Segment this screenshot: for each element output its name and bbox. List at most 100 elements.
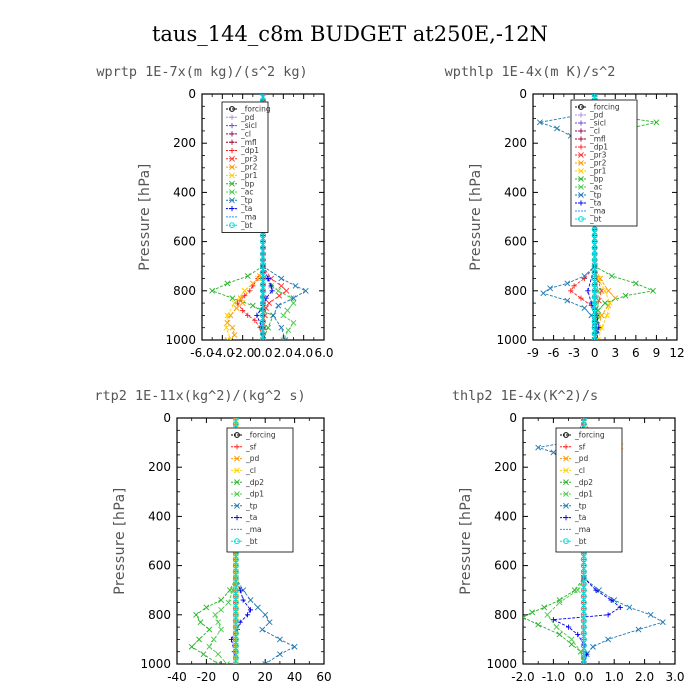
panel-2-legend-marker-point: [578, 168, 584, 174]
panel-3-legend-label: _bt: [245, 537, 258, 546]
panel-1-series-bp-point: [209, 287, 216, 294]
panel-2-legend-label: _ta: [589, 199, 601, 208]
panel-3-series-bt-point: [232, 593, 239, 600]
panel-3-series-bt-point: [232, 624, 239, 630]
panel-2-series-tp-point: [536, 119, 543, 126]
panel-3-series-bt-point: [232, 575, 239, 581]
panel-4-series-dp1-point: [556, 599, 563, 606]
panel-1-legend-marker-point: [229, 123, 235, 129]
panel-1-series-bt-point: [260, 94, 266, 97]
panel-1-legend-marker-point: [229, 189, 235, 195]
panel-2-legend-label: _bp: [589, 175, 604, 184]
panel-1-series-tp-point: [282, 337, 289, 340]
panel-3-series-dp1-point: [218, 606, 225, 613]
panel-1-series-ta-point: [268, 283, 274, 289]
panel-1-legend-label: _ma: [240, 213, 257, 222]
panel-1-ytick-label: 800: [173, 284, 196, 298]
panel-3-legend-marker-point: [234, 502, 240, 509]
panel-1-series-pr2-point: [229, 324, 236, 331]
panel-1-series-pr2-point: [233, 305, 240, 311]
panel-3-series-bt-point: [232, 421, 239, 428]
panel-3-series-dp2-point: [218, 597, 225, 603]
panel-4-series-tp-point: [590, 643, 596, 650]
panel-1-xtick-label: -6.0: [190, 346, 213, 360]
panel-1-series-pr3-point: [268, 275, 275, 282]
panel-3-series-tp-point: [262, 611, 269, 618]
panel-3-legend-label: _tp: [245, 501, 258, 510]
panel-1-ytick-label: 1000: [165, 333, 196, 347]
panel-1-xtick-label: 4.0: [294, 346, 313, 360]
panel-4-series-ta-point: [617, 604, 623, 611]
panel-1-legend-label: _forcing: [240, 105, 271, 114]
panel-2-series-pr2-point: [597, 275, 604, 282]
panel-1-series-bt-point: [260, 306, 266, 313]
panel-4-legend-marker-point: [563, 467, 569, 474]
panel-4-series-tp-point: [635, 626, 642, 633]
panel-1-legend-label: _cl: [240, 130, 251, 139]
panel-4-legend-marker-point: [563, 491, 569, 497]
panel-4-legend-marker-point: [563, 479, 569, 486]
panel-1-ytick-label: 400: [173, 185, 196, 199]
panel-1-series-pr3-point: [266, 300, 273, 307]
panel-1-series-ac-point: [290, 300, 297, 307]
panel-4-series-bt-point: [580, 581, 587, 587]
panel-1-ytick-label: 200: [173, 136, 196, 150]
panel-4-legend-label: _cl: [574, 466, 585, 475]
panel-3-legend-label: _cl: [245, 466, 256, 475]
panel-1-series-ac-point: [284, 307, 291, 314]
panel-1-legend-marker-point: [229, 164, 235, 171]
panel-1-legend-label: _tp: [240, 196, 253, 205]
panel-1-legend-label: _bt: [240, 221, 253, 230]
panel-1-series-dp1-point: [234, 300, 241, 306]
panel-2-series-bt-point: [591, 318, 598, 325]
panel-3-xtick-label: -40: [167, 670, 187, 684]
panel-4-legend-label: _ta: [574, 513, 586, 522]
panel-3-legend-label: _sf: [245, 442, 257, 451]
panel-3-legend-marker-point: [234, 455, 240, 462]
panel-1-series-ta-point: [254, 312, 260, 318]
panel-2-series-tp-point: [581, 305, 588, 311]
panel-1-series-dp1-point: [252, 317, 258, 323]
panel-4-series-bt-point: [580, 648, 587, 655]
panel-2-series-bt-point: [591, 300, 598, 307]
panel-2-legend-label: _pd: [589, 111, 604, 120]
panel-4-series-dp2-point: [556, 631, 563, 638]
panel-2-legend-label: _dp1: [589, 143, 608, 152]
panel-1-series-bt-point: [260, 232, 266, 239]
panel-3-series-ta-point: [244, 612, 251, 618]
panel-1-xtick-label: 6.0: [314, 346, 333, 360]
panel-3-legend-box: [226, 427, 294, 553]
panel-3-ytick-label: 200: [148, 460, 171, 474]
panel-2-series-dp1-line: [570, 94, 596, 340]
panel-3-series-bt-point: [232, 599, 239, 606]
panel-1-series-dp1-point: [245, 312, 251, 318]
panel-1-series-bp-point: [224, 280, 231, 287]
panel-3-series-bt-point: [232, 642, 239, 649]
panel-2-xtick-label: 9: [653, 346, 661, 360]
panel-2-series-bt-point: [591, 232, 598, 239]
panel-1-series-tp-point: [278, 275, 285, 282]
panel-1-series-bt-point: [260, 269, 266, 276]
panel-3-series-bt-point: [232, 605, 239, 612]
panel-2-series-bt-point: [591, 226, 598, 233]
panel-4-series-bt-point: [580, 562, 587, 569]
panel-2-series-bt-point: [591, 324, 598, 331]
panel-3-series-bt-point: [232, 618, 239, 624]
panel-3-title: rtp2 1E-11x(kg^2)/(kg^2 s): [94, 388, 305, 404]
panel-3-series-bt-point: [232, 630, 239, 637]
panel-3-legend-label: _dp1: [245, 490, 264, 499]
panel-2-ytick-label: 400: [504, 185, 527, 199]
panel-1-series-bt-point: [260, 318, 266, 325]
panel-3-series-dp1-point: [218, 626, 225, 633]
panel-2-legend-marker-point: [578, 192, 584, 198]
panel-4-legend-label: _bt: [574, 537, 587, 546]
panel-2-series-bp-point: [608, 273, 615, 279]
panel-4-legend-marker-point: [563, 432, 569, 438]
panel-2-legend-marker-point: [578, 184, 584, 190]
panel-2-legend-label: _pr1: [589, 167, 607, 176]
panel-2-legend-marker-point: [578, 216, 584, 222]
panel-1-xtick-label: -4.0: [211, 346, 234, 360]
panel-3-legend-marker-point: [234, 467, 240, 474]
panel-2-legend-marker-point: [578, 128, 584, 134]
panel-3-series-bt-point: [232, 556, 239, 563]
